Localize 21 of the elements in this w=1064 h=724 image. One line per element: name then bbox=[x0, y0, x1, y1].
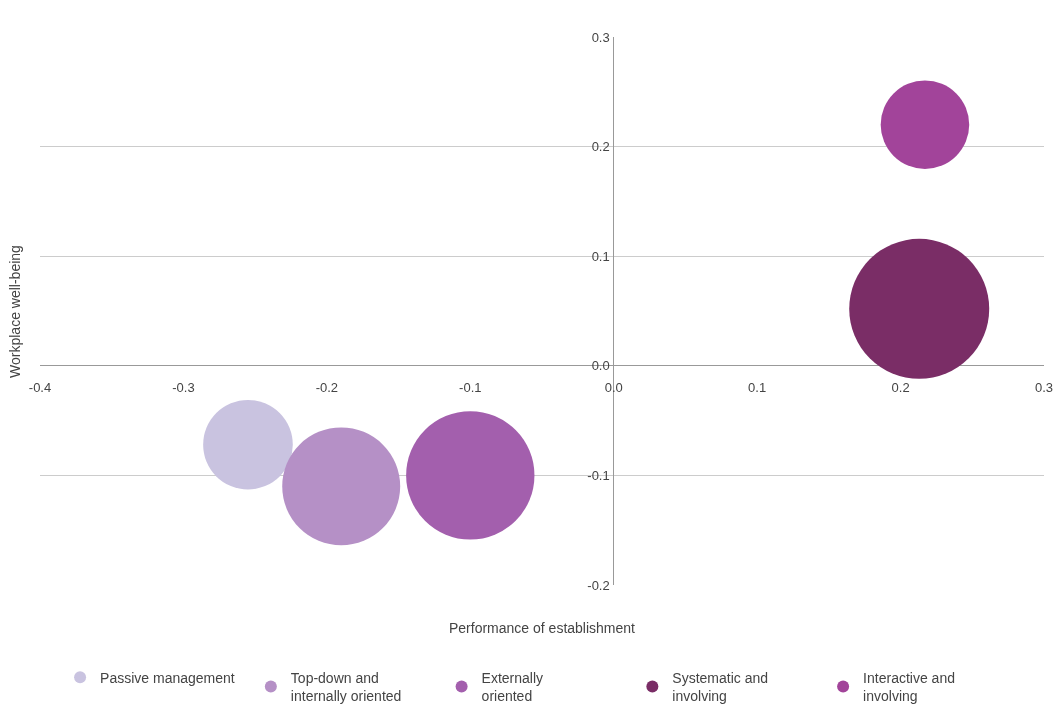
x-tick-label: -0.3 bbox=[172, 379, 195, 395]
y-tick-label: 0.3 bbox=[591, 29, 610, 45]
y-axis-title: Workplace well-being bbox=[6, 245, 23, 378]
x-tick-label: -0.1 bbox=[459, 379, 482, 395]
legend-label: Systematic and involving bbox=[672, 669, 769, 704]
x-tick-label: -0.4 bbox=[28, 379, 52, 395]
legend-label: Top-down and internally oriented bbox=[290, 669, 402, 704]
legend-label: Interactive and involving bbox=[863, 669, 955, 704]
x-axis-title: Performance of establishment bbox=[449, 620, 636, 636]
y-tick-label: 0.1 bbox=[591, 248, 610, 264]
x-tick-label: -0.2 bbox=[315, 379, 339, 395]
y-tick-label: 0.0 bbox=[591, 358, 610, 374]
y-tick-label: -0.2 bbox=[587, 577, 610, 593]
legend-label: Passive management bbox=[100, 669, 235, 686]
x-tick-label: 0.3 bbox=[1034, 379, 1054, 395]
x-tick-label: 0.0 bbox=[604, 379, 623, 395]
y-tick-label: -0.1 bbox=[587, 467, 610, 483]
x-tick-label: 0.1 bbox=[748, 379, 767, 395]
x-tick-label: 0.2 bbox=[891, 379, 910, 395]
legend-label: Externally oriented bbox=[481, 669, 544, 704]
y-tick-label: 0.2 bbox=[591, 139, 610, 155]
